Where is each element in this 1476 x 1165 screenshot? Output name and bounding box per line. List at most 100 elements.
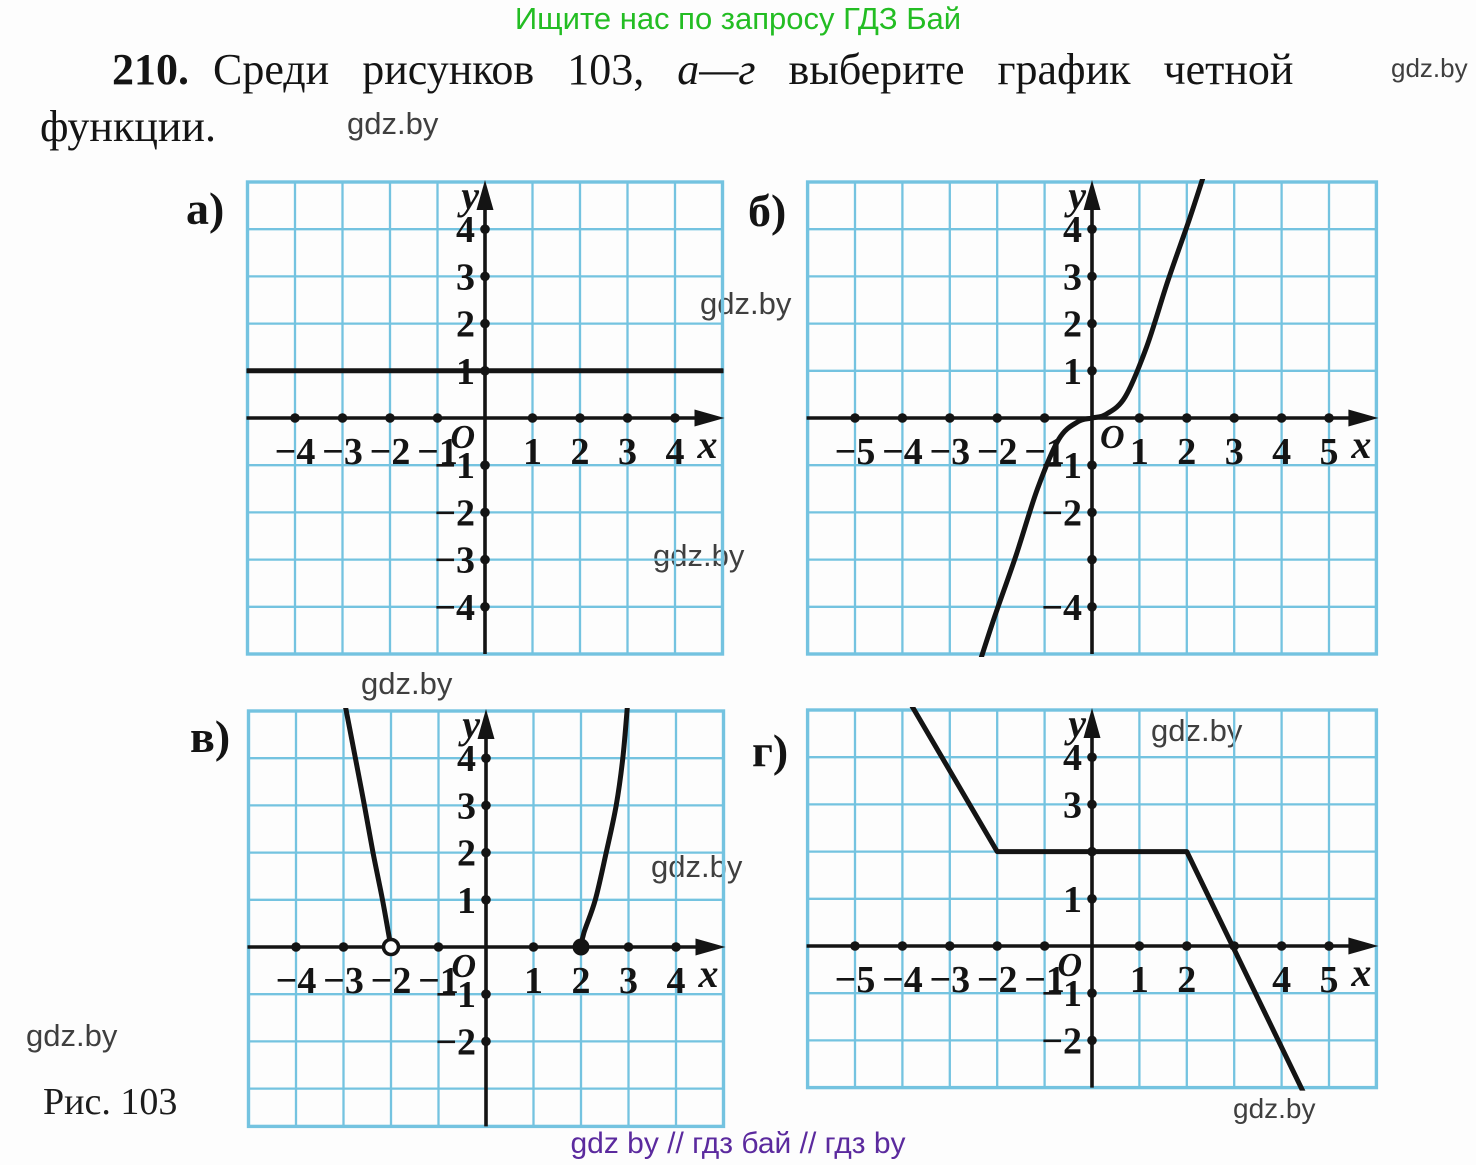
y-tick-label: 3 — [1063, 256, 1082, 298]
x-tick-label: 3 — [619, 960, 638, 1002]
y-tick-label: −1 — [435, 974, 476, 1016]
x-tick-label: 2 — [1177, 431, 1196, 473]
x-tick-label: −4 — [276, 960, 317, 1002]
y-tick-label: −1 — [1041, 973, 1082, 1015]
x-tick-label: −1 — [417, 431, 458, 473]
y-tick-label: −3 — [434, 540, 475, 582]
y-tick-label: −2 — [1041, 492, 1082, 534]
watermark-gdz: gdz.by — [361, 666, 453, 701]
x-tick-label: 2 — [572, 960, 591, 1002]
y-tick-label: 3 — [456, 256, 475, 298]
curve-cubic-curve — [978, 179, 1206, 657]
watermark-gdz: gdz.by — [651, 849, 743, 884]
x-tick-label: 4 — [666, 431, 685, 473]
x-tick-label: 1 — [524, 960, 543, 1002]
x-tick-label: −2 — [370, 431, 411, 473]
curves-g — [909, 707, 1306, 1091]
x-tick-label: 5 — [1320, 431, 1339, 473]
x-tick-label: 3 — [618, 431, 637, 473]
x-tick-label: −2 — [371, 960, 412, 1002]
x-axis-letter: x — [697, 422, 718, 467]
y-axis-arrow-icon — [476, 180, 494, 210]
x-tick-label: 2 — [1177, 959, 1196, 1001]
y-tick-label: 4 — [457, 738, 476, 780]
promo-header: Ищите нас по запросу ГДЗ Бай — [514, 1, 962, 36]
x-axis-letter: x — [1350, 422, 1371, 467]
x-tick-label: −3 — [323, 960, 364, 1002]
x-tick-label: −1 — [418, 960, 459, 1002]
axes-a — [246, 180, 725, 654]
x-axis-arrow-icon — [695, 938, 726, 956]
y-axis-letter: y — [457, 173, 479, 218]
x-tick-label: −4 — [882, 431, 923, 473]
origin-label: O — [451, 948, 476, 985]
problem-text-part3: выберите график четной — [788, 45, 1294, 94]
y-tick-label: 1 — [1063, 351, 1082, 393]
y-tick-label: 1 — [1063, 879, 1082, 921]
curve-right-branch — [578, 708, 630, 950]
problem-number: 210. — [112, 45, 189, 94]
y-tick-label: −4 — [1041, 587, 1082, 629]
problem-statement-line1: 210. Среди рисунков 103, а—г выберите гра… — [112, 44, 1392, 95]
watermark-gdz: gdz.by — [653, 538, 745, 573]
tick-dots-b — [850, 224, 1334, 612]
x-axis-arrow-icon — [694, 409, 725, 427]
y-tick-label: 2 — [1063, 304, 1082, 346]
panel-label-v: в) — [190, 711, 231, 762]
x-tick-label: −4 — [275, 431, 316, 473]
x-tick-label: −2 — [977, 431, 1018, 473]
y-axis-arrow-icon — [1083, 180, 1101, 210]
x-tick-label: 1 — [1130, 431, 1149, 473]
x-tick-label: −3 — [929, 959, 970, 1001]
x-axis-letter: x — [1350, 950, 1371, 995]
y-tick-label: 1 — [457, 880, 476, 922]
origin-label: O — [1100, 419, 1125, 456]
y-tick-label: 3 — [1063, 784, 1082, 826]
y-tick-label: −2 — [1041, 1020, 1082, 1062]
watermark-gdz: gdz.by — [700, 286, 792, 321]
y-tick-label: −4 — [434, 587, 475, 629]
x-axis-arrow-icon — [1348, 409, 1379, 427]
x-tick-label: −2 — [977, 959, 1018, 1001]
footer-links: gdz by // гдз бай // гдз by — [570, 1127, 906, 1160]
x-axis-arrow-icon — [1348, 937, 1379, 955]
watermark-gdz: gdz.by — [26, 1018, 118, 1053]
y-tick-label: −1 — [434, 445, 475, 487]
watermark-gdz: gdz.by — [1151, 713, 1243, 748]
curves-b — [978, 179, 1206, 657]
y-tick-label: 2 — [456, 304, 475, 346]
curve-left-branch — [343, 708, 394, 950]
axes-v — [247, 709, 726, 1127]
x-tick-label: 1 — [523, 431, 542, 473]
x-tick-label: 4 — [667, 960, 686, 1002]
panel-label-g: г) — [752, 725, 789, 776]
y-tick-label: −2 — [434, 492, 475, 534]
x-tick-label: 4 — [1272, 959, 1291, 1001]
panel-label-a: а) — [186, 183, 225, 234]
y-tick-label: 4 — [1063, 737, 1082, 779]
y-axis-letter: y — [458, 702, 480, 747]
problem-statement-line2: функции. — [40, 102, 216, 151]
x-tick-label: −1 — [1024, 959, 1065, 1001]
x-tick-label: 5 — [1320, 959, 1339, 1001]
y-tick-label: 3 — [457, 785, 476, 827]
filled-point-marker — [572, 938, 590, 956]
y-tick-label: −2 — [435, 1021, 476, 1063]
x-axis-letter: x — [698, 951, 719, 996]
x-tick-label: 2 — [571, 431, 590, 473]
y-axis-arrow-icon — [477, 709, 495, 739]
y-axis-letter: y — [1064, 701, 1086, 746]
origin-label: O — [450, 419, 475, 456]
